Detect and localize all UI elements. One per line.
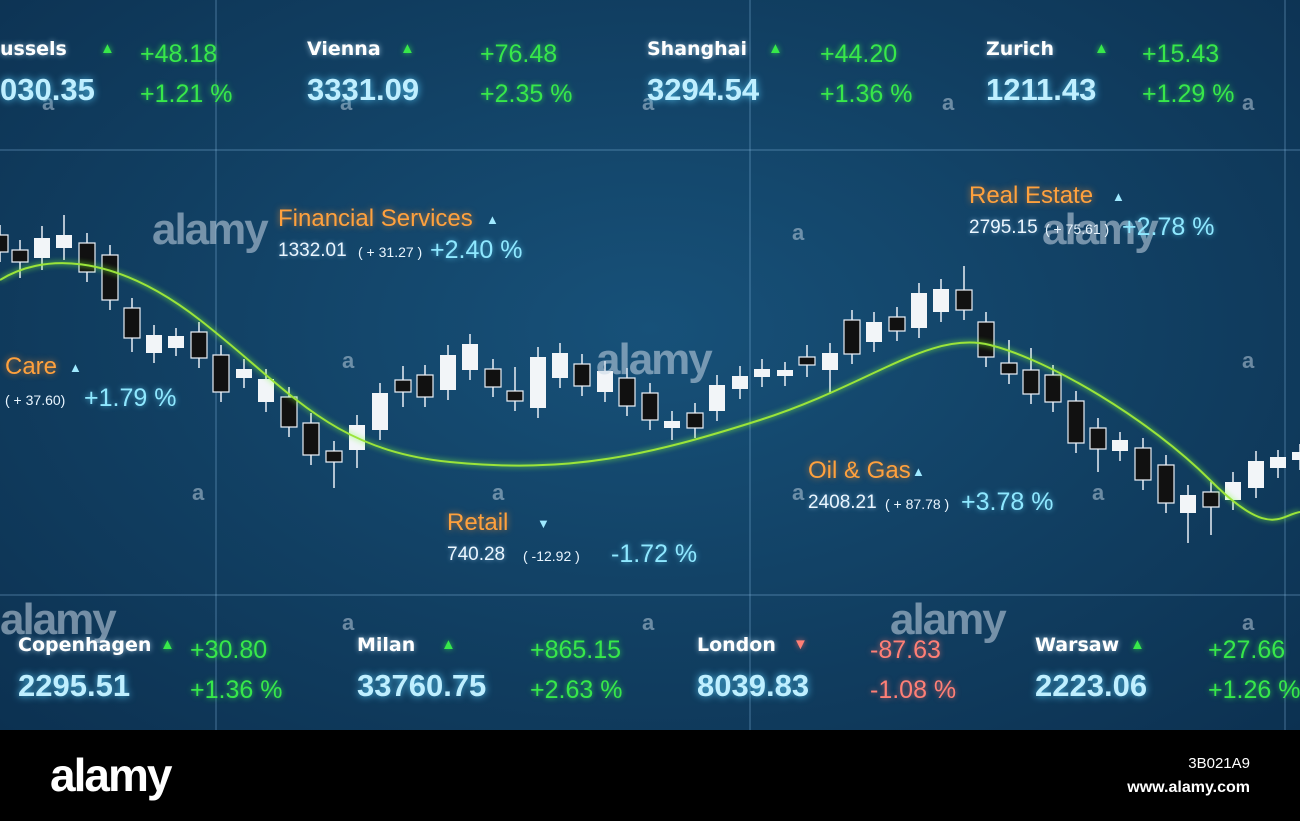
- sector-percent: +2.78 %: [1122, 213, 1215, 241]
- watermark-mark: a: [792, 220, 805, 245]
- sector-name: Financial Services: [278, 205, 473, 232]
- ticker-value: 3331.09: [307, 72, 420, 107]
- watermark: alamy: [890, 595, 1007, 644]
- sector-arrow: ▲: [1112, 189, 1125, 204]
- ticker-change: +27.66: [1208, 636, 1286, 664]
- sector-name: Retail: [447, 509, 509, 536]
- watermark-mark: a: [1242, 90, 1255, 115]
- sector-arrow: ▲: [486, 212, 499, 227]
- watermark-mark: a: [340, 90, 353, 115]
- ticker-value: 2223.06: [1035, 668, 1148, 703]
- sector-change: ( -12.92 ): [523, 548, 580, 564]
- sector-change: ( + 75.61 ): [1045, 221, 1110, 237]
- sector-percent: +3.78 %: [961, 488, 1054, 516]
- sector-percent: -1.72 %: [611, 540, 698, 568]
- watermark-mark: a: [342, 348, 355, 373]
- site-url: www.alamy.com: [1127, 779, 1250, 796]
- sector-value: 2795.15: [969, 217, 1038, 238]
- ticker-arrow: ▲: [1094, 40, 1109, 57]
- sector-percent: +2.40 %: [430, 236, 523, 264]
- ticker-name: London: [697, 634, 776, 656]
- ticker-change: +44.20: [820, 40, 898, 68]
- watermark-mark: a: [342, 610, 355, 635]
- candle-down: [0, 234, 1220, 508]
- sector-arrow: ▲: [69, 360, 82, 375]
- sector-arrow: ▲: [912, 464, 925, 479]
- ticker-value: 1211.43: [986, 72, 1097, 107]
- ticker-change: +865.15: [530, 636, 622, 664]
- sector-value: 1332.01: [278, 240, 347, 261]
- watermark-mark: a: [792, 480, 805, 505]
- watermark: alamy: [0, 595, 117, 644]
- candle-up: [34, 235, 1300, 513]
- watermark-mark: a: [1242, 348, 1255, 373]
- ticker-arrow: ▲: [1130, 636, 1145, 653]
- watermark: alamy: [152, 205, 269, 254]
- ticker-arrow: ▲: [768, 40, 783, 57]
- watermark: alamy: [596, 335, 713, 384]
- ticker-name: Shanghai: [647, 38, 748, 60]
- footer-bar: alamy 3B021A9 www.alamy.com: [0, 730, 1300, 821]
- watermark-mark: a: [1092, 480, 1105, 505]
- ticker-change: +30.80: [190, 636, 268, 664]
- sector-change: ( + 37.60): [5, 392, 66, 408]
- ticker-change: -87.63: [870, 636, 941, 664]
- ticker-arrow: ▲: [441, 636, 456, 653]
- ticker-percent: +2.35 %: [480, 80, 573, 108]
- ticker-arrow: ▼: [793, 636, 808, 653]
- ticker-arrow: ▲: [400, 40, 415, 57]
- sector-arrow: ▼: [537, 516, 550, 531]
- ticker-percent: -1.08 %: [870, 676, 957, 704]
- ticker-arrow: ▲: [100, 40, 115, 57]
- ticker-percent: +2.63 %: [530, 676, 623, 704]
- footer-logo: alamy: [50, 749, 172, 801]
- ticker-percent: +1.26 %: [1208, 676, 1300, 704]
- ticker-value: 33760.75: [357, 668, 487, 703]
- sector-name: Care: [5, 353, 58, 380]
- watermark-mark: a: [192, 480, 205, 505]
- ticker-percent: +1.36 %: [820, 80, 913, 108]
- ticker-value: 2295.51: [18, 668, 131, 703]
- moving-average: [0, 262, 1300, 521]
- ticker-percent: +1.21 %: [140, 80, 233, 108]
- sector-change: ( + 31.27 ): [358, 244, 423, 260]
- sector-name: Oil & Gas: [808, 457, 911, 484]
- sector-percent: +1.79 %: [84, 384, 177, 412]
- watermark-mark: a: [492, 480, 505, 505]
- watermark-mark: a: [42, 90, 55, 115]
- sector-change: ( + 87.78 ): [885, 496, 950, 512]
- watermark: alamy: [1042, 205, 1159, 254]
- ticker-percent: +1.36 %: [190, 676, 283, 704]
- watermark-mark: a: [642, 610, 655, 635]
- ticker-name: Milan: [357, 634, 416, 656]
- watermark-mark: a: [1242, 610, 1255, 635]
- ticker-name: ussels: [0, 38, 67, 60]
- sector-value: 740.28: [447, 544, 506, 565]
- ticker-percent: +1.29 %: [1142, 80, 1235, 108]
- ticker-name: Warsaw: [1035, 634, 1120, 656]
- chart-graphics: [0, 0, 1300, 730]
- ticker-name: Vienna: [307, 38, 381, 60]
- ticker-value: 8039.83: [697, 668, 810, 703]
- ticker-change: +48.18: [140, 40, 218, 68]
- watermark-mark: a: [642, 90, 655, 115]
- ticker-value: 030.35: [0, 72, 95, 107]
- ticker-arrow: ▲: [160, 636, 175, 653]
- screen: alamy alamy alamy alamy alamy a a a a a …: [0, 0, 1300, 730]
- watermark-mark: a: [942, 90, 955, 115]
- sector-name: Real Estate: [969, 182, 1094, 209]
- ticker-name: Zurich: [986, 38, 1054, 60]
- ticker-change: +76.48: [480, 40, 558, 68]
- ticker-change: +15.43: [1142, 40, 1220, 68]
- ticker-value: 3294.54: [647, 72, 760, 107]
- ticker-name: Copenhagen: [18, 634, 152, 656]
- sector-value: 2408.21: [808, 492, 877, 513]
- image-id: 3B021A9: [1188, 755, 1250, 772]
- grid: [0, 0, 1300, 730]
